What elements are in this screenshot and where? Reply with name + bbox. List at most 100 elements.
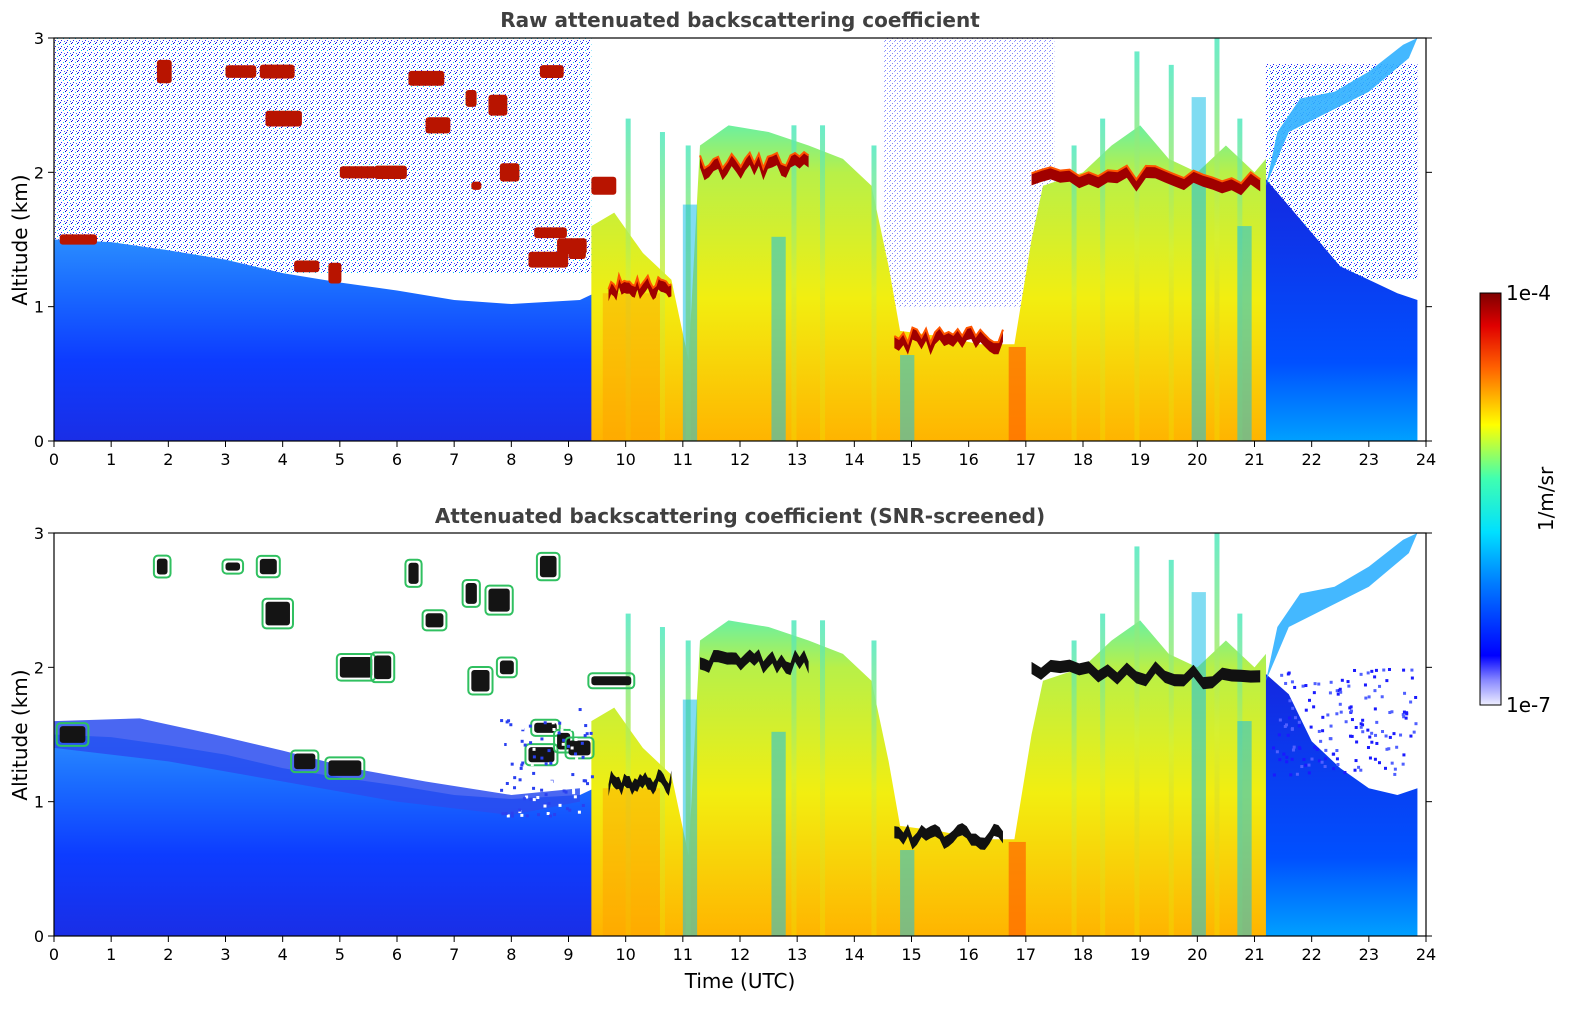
screened-speckle: [544, 793, 548, 797]
x-tick-label: 17: [1016, 945, 1036, 964]
y-tick-label: 0: [34, 927, 44, 946]
aerosol-plume: [791, 620, 797, 936]
screened-speckle: [1297, 720, 1301, 724]
x-tick-label: 15: [901, 450, 921, 469]
screened-speckle: [1383, 766, 1387, 770]
aerosol-plume: [820, 125, 826, 441]
x-tick-label: 1: [106, 945, 116, 964]
x-tick-label: 24: [1416, 450, 1436, 469]
screened-speckle: [1375, 741, 1379, 745]
screened-speckle: [1324, 748, 1328, 752]
screened-speckle: [507, 778, 511, 782]
screened-speckle: [1385, 679, 1389, 683]
screened-speckle: [1284, 723, 1288, 727]
x-tick-label: 7: [449, 945, 459, 964]
screened-speckle: [542, 781, 546, 785]
screened-speckle: [1336, 762, 1340, 766]
screened-speckle: [1304, 708, 1308, 712]
aerosol-plume: [1214, 38, 1220, 441]
x-tick-label: 23: [1359, 945, 1379, 964]
screened-speckle: [1326, 713, 1330, 717]
x-tick-label: 1: [106, 450, 116, 469]
screened-speckle: [1368, 756, 1372, 760]
aerosol-plume: [625, 613, 631, 936]
screened-speckle: [1388, 735, 1392, 739]
cloud-fragment: [528, 747, 555, 763]
cloud-fragment-edge: [524, 743, 559, 767]
screened-speckle: [1373, 757, 1377, 761]
cloud-fragment: [568, 740, 591, 756]
x-tick-label: 22: [1301, 945, 1321, 964]
screened-speckle: [1410, 676, 1414, 680]
screened-speckle: [506, 814, 510, 818]
screened-speckle: [551, 721, 555, 725]
screened-speckle: [1313, 745, 1317, 749]
screened-speckle: [550, 777, 554, 781]
screened-speckle: [558, 721, 562, 725]
screened-speckle: [529, 797, 533, 801]
axis-ticks: 0 1 2 3 4 5 6 7 8 9 10 11 12 13 14 15 16 17 18 19 20 21 22 23 24…: [34, 524, 1436, 964]
screened-speckle: [1328, 691, 1332, 695]
x-tick-label: 12: [730, 450, 750, 469]
screened-speckle: [1339, 710, 1343, 714]
screened-speckle: [1370, 669, 1374, 673]
screened-speckle: [1307, 763, 1311, 767]
aerosol-plume: [1168, 64, 1174, 441]
screened-speckle: [1335, 689, 1339, 693]
screened-speckle: [1272, 746, 1276, 750]
cloud-fragment-edge: [370, 651, 396, 684]
screened-speckle: [1347, 684, 1351, 688]
screened-speckle: [581, 804, 585, 808]
screened-speckle: [510, 762, 514, 766]
screened-speckle: [578, 708, 582, 712]
screened-speckle: [528, 724, 532, 728]
screened-speckle: [561, 742, 565, 746]
screened-speckle: [1317, 682, 1321, 686]
x-tick-label: 22: [1301, 450, 1321, 469]
aerosol-plume: [1134, 546, 1140, 936]
screened-speckle: [553, 813, 557, 817]
cloud-layer: [699, 152, 809, 181]
screened-speckle: [572, 725, 576, 729]
cloud-fragment-edge: [324, 756, 366, 780]
screened-speckle: [513, 776, 517, 780]
screened-speckle: [1290, 727, 1294, 731]
screened-speckle: [1321, 715, 1325, 719]
colorbar-gradient: [1479, 292, 1502, 706]
screened-speckle: [511, 749, 515, 753]
cloud-edge: [893, 325, 1004, 346]
screened-speckle: [1414, 695, 1418, 699]
screened-speckle: [506, 742, 510, 746]
screened-speckle: [585, 732, 589, 736]
screened-speckle: [1409, 700, 1413, 704]
screened-speckle: [532, 771, 536, 775]
screened-speckle: [1374, 733, 1378, 737]
cloud-fragment-edge: [467, 666, 494, 696]
residual-layer: [1265, 38, 1418, 186]
colorbar-max-label: 1e-4: [1506, 281, 1551, 305]
screened-speckle: [531, 767, 535, 771]
boundary-layer-edge: [54, 718, 580, 816]
screened-speckle: [540, 756, 544, 760]
screened-speckle: [1364, 696, 1368, 700]
screened-speckle: [1370, 731, 1374, 735]
screened-speckle: [1343, 771, 1347, 775]
screened-speckle: [566, 744, 570, 748]
y-tick-label: 3: [34, 524, 44, 543]
x-tick-label: 3: [220, 945, 230, 964]
screened-speckle: [1291, 706, 1295, 710]
x-tick-label: 4: [278, 450, 288, 469]
cloud-fragment-edge: [530, 718, 561, 737]
screened-speckle: [510, 811, 514, 815]
x-tick-label: 8: [506, 945, 516, 964]
screened-speckle: [1323, 765, 1327, 769]
cloud-fragment-edge: [404, 558, 423, 588]
screened-speckle: [1283, 724, 1287, 728]
aerosol-edge: [900, 850, 915, 936]
x-tick-label: 2: [163, 450, 173, 469]
boundary-layer: [54, 734, 598, 936]
cloud-fragment: [408, 70, 445, 86]
screened-speckle: [573, 795, 577, 799]
y-axis-label: Altitude (km): [8, 669, 32, 800]
